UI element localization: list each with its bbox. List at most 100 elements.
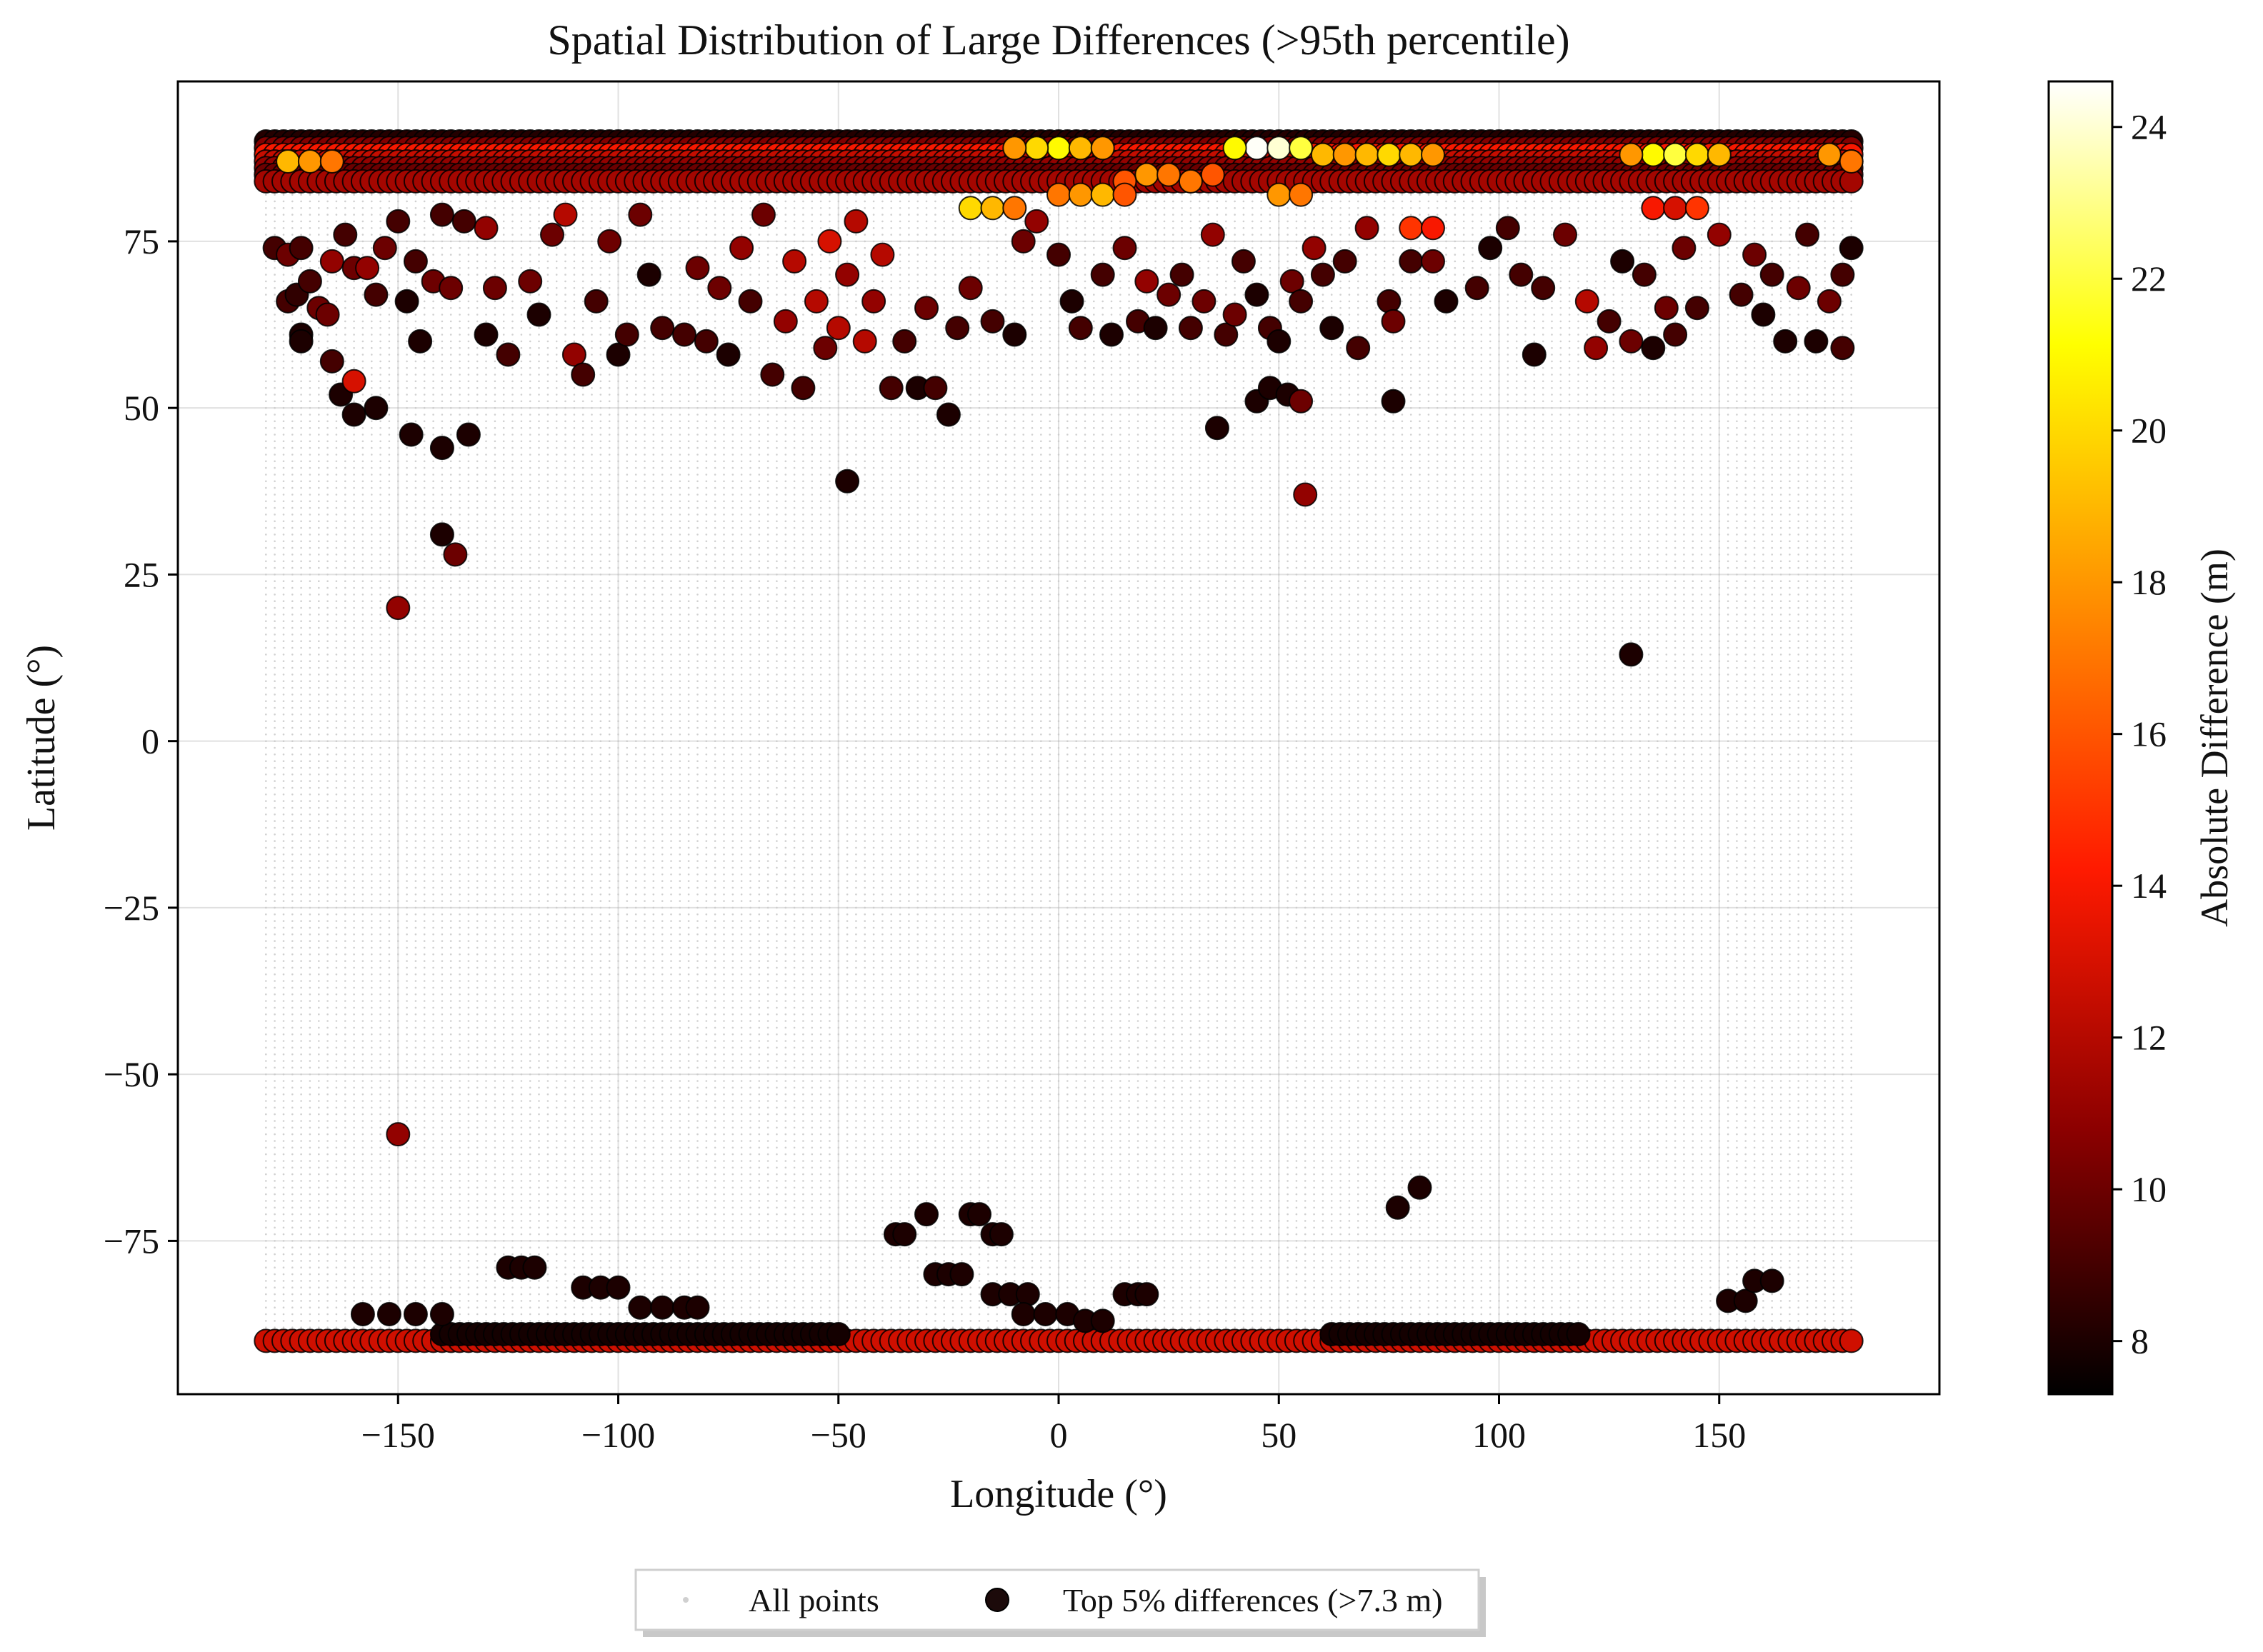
- all-point: [582, 1173, 584, 1176]
- all-point: [1313, 1313, 1315, 1316]
- all-point: [1657, 1320, 1659, 1322]
- all-point: [415, 1173, 417, 1176]
- all-point: [1199, 1233, 1201, 1236]
- all-point: [1331, 1280, 1333, 1282]
- all-point: [265, 1200, 267, 1202]
- all-point: [1217, 1233, 1219, 1236]
- all-point: [881, 1167, 884, 1169]
- all-point: [1075, 1213, 1077, 1216]
- all-point: [1833, 1213, 1835, 1216]
- all-point: [759, 1253, 761, 1256]
- all-point: [714, 1200, 716, 1202]
- all-point: [353, 1293, 355, 1296]
- all-point: [1569, 1246, 1571, 1248]
- all-point: [1613, 1246, 1615, 1248]
- all-point: [1648, 1233, 1650, 1236]
- all-point: [1842, 1286, 1844, 1288]
- all-point: [1542, 1253, 1544, 1256]
- all-point: [1472, 1300, 1474, 1302]
- all-point: [1736, 1233, 1738, 1236]
- all-point: [274, 1200, 276, 1202]
- all-point: [609, 1207, 611, 1209]
- all-point: [529, 1306, 531, 1308]
- all-point: [1542, 1246, 1544, 1248]
- all-point: [996, 1200, 998, 1202]
- all-point: [802, 1273, 804, 1276]
- all-point: [468, 1280, 470, 1282]
- all-point: [1366, 1253, 1368, 1256]
- all-point: [1137, 1187, 1139, 1189]
- all-point: [811, 1306, 814, 1308]
- all-point: [1252, 1167, 1254, 1169]
- all-point: [802, 1173, 804, 1176]
- all-point: [1252, 1293, 1254, 1296]
- all-point: [318, 1187, 320, 1189]
- all-point: [855, 1187, 857, 1189]
- all-point: [653, 1187, 655, 1189]
- all-point: [952, 1167, 954, 1169]
- all-point: [1622, 1280, 1624, 1282]
- all-point: [609, 1160, 611, 1162]
- all-point: [890, 1320, 892, 1322]
- all-point: [1375, 1213, 1377, 1216]
- all-point: [1833, 1313, 1835, 1316]
- all-point: [379, 1200, 381, 1202]
- all-point: [1727, 1266, 1729, 1268]
- all-point: [1771, 1306, 1773, 1308]
- all-point: [1137, 1306, 1139, 1308]
- all-point: [1428, 1253, 1430, 1256]
- all-point: [1322, 1213, 1324, 1216]
- all-point: [1709, 1233, 1712, 1236]
- all-point: [1701, 1273, 1703, 1276]
- all-point: [1339, 1180, 1342, 1182]
- all-point: [1172, 1326, 1174, 1328]
- all-point: [538, 1200, 540, 1202]
- all-point: [855, 1246, 857, 1248]
- all-point: [556, 1300, 558, 1302]
- all-point: [1154, 1187, 1157, 1189]
- all-point: [1674, 1173, 1677, 1176]
- all-point: [291, 1200, 294, 1202]
- all-point: [670, 1293, 672, 1296]
- all-point: [344, 1173, 346, 1176]
- all-point: [1049, 1286, 1051, 1288]
- all-point: [723, 1306, 725, 1308]
- all-point: [890, 1306, 892, 1308]
- all-point: [767, 1180, 769, 1182]
- all-point: [1833, 1293, 1835, 1296]
- all-point: [1190, 1313, 1192, 1316]
- all-point: [661, 1167, 664, 1169]
- all-point: [1595, 1200, 1597, 1202]
- all-point: [1815, 1266, 1817, 1268]
- all-point: [424, 1187, 426, 1189]
- all-point: [1181, 1266, 1183, 1268]
- all-point: [1534, 1167, 1536, 1169]
- all-point: [1375, 1293, 1377, 1296]
- all-point: [1392, 1233, 1394, 1236]
- all-point: [1410, 1320, 1412, 1322]
- all-point: [670, 1180, 672, 1182]
- all-point: [1225, 1286, 1227, 1288]
- all-point: [635, 1273, 637, 1276]
- all-point: [609, 1173, 611, 1176]
- all-point: [1595, 1286, 1597, 1288]
- all-point: [1701, 1286, 1703, 1288]
- all-point: [1260, 1233, 1262, 1236]
- all-point: [1005, 1180, 1007, 1182]
- all-point: [406, 1326, 408, 1328]
- all-point: [309, 1320, 311, 1322]
- all-point: [1101, 1227, 1104, 1229]
- all-point: [1683, 1280, 1685, 1282]
- all-point: [1824, 1173, 1826, 1176]
- all-point: [1146, 1220, 1148, 1222]
- all-point: [1437, 1293, 1439, 1296]
- all-point: [1066, 1286, 1069, 1288]
- all-point: [794, 1293, 796, 1296]
- all-point: [1771, 1213, 1773, 1216]
- all-point: [1551, 1167, 1553, 1169]
- all-point: [1551, 1233, 1553, 1236]
- all-point: [609, 1313, 611, 1316]
- all-point: [1666, 1246, 1668, 1248]
- all-point: [1807, 1207, 1809, 1209]
- all-point: [1137, 1260, 1139, 1262]
